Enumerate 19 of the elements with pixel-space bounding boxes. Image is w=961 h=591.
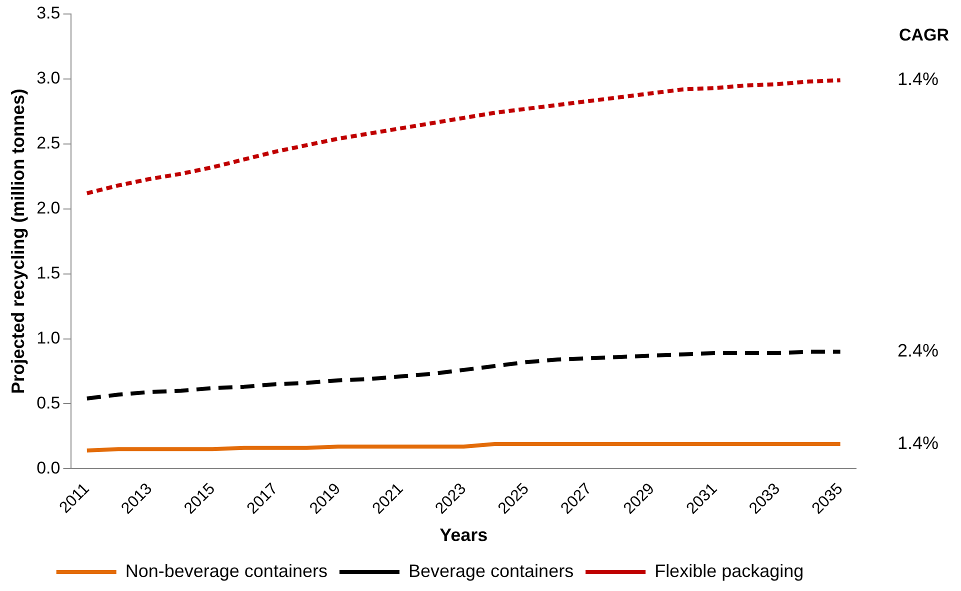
legend-label: Non-beverage containers <box>125 560 328 581</box>
y-tick-label: 1.0 <box>36 328 60 348</box>
y-tick-label: 3.0 <box>36 68 60 88</box>
text: CAGR <box>898 26 950 45</box>
y-tick-label: 2.5 <box>36 134 60 153</box>
y-tick-label: 0.0 <box>36 458 60 478</box>
y-axis-title: Projected recycling (million tonnes) <box>8 88 28 394</box>
line-series <box>84 78 842 196</box>
line-series <box>84 350 842 401</box>
y-tick-label: 1.5 <box>36 263 60 282</box>
text: 2.4% <box>897 340 939 361</box>
text: 1.4% <box>897 432 939 453</box>
y-tick-label: 0.5 <box>36 393 60 412</box>
y-tick-label: 2.0 <box>36 198 60 218</box>
legend-label: Beverage containers <box>408 560 574 581</box>
x-axis-title: Years <box>440 525 488 546</box>
y-tick-label: 3.5 <box>36 4 60 23</box>
legend-label: Flexible packaging <box>654 560 804 581</box>
text: 1.4% <box>897 69 939 90</box>
